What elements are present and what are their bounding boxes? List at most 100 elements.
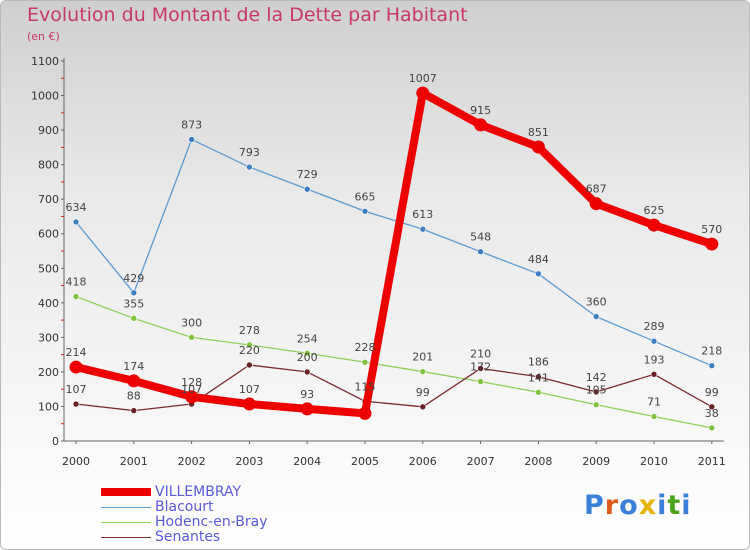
data-point-senantes (72, 400, 80, 408)
data-point-villembray (416, 86, 430, 100)
data-label-blacourt: 634 (66, 201, 87, 214)
x-tick-label: 2006 (409, 455, 437, 468)
data-label-villembray: 128 (181, 376, 202, 389)
data-point-villembray (300, 402, 314, 416)
legend-label-hodenc: Hodenc-en-Bray (155, 514, 268, 530)
data-label-hodenc-en-bray: 105 (586, 384, 607, 397)
series-line-hodenc-en-bray (75, 295, 713, 429)
data-label-villembray: 851 (528, 126, 549, 139)
x-tick-label: 2001 (120, 455, 148, 468)
data-label-hodenc-en-bray: 278 (239, 324, 260, 337)
data-label-hodenc-en-bray: 172 (470, 361, 491, 374)
data-label-senantes: 193 (644, 353, 665, 366)
legend-swatch-blacourt (101, 507, 151, 508)
data-label-villembray: 93 (300, 388, 314, 401)
x-tick-label: 2009 (582, 455, 610, 468)
y-tick-label: 500 (38, 262, 59, 275)
data-label-villembray: 625 (644, 204, 665, 217)
data-point-senantes (650, 371, 658, 378)
legend-label-senantes: Senantes (155, 529, 221, 545)
series-line-blacourt (75, 138, 713, 367)
data-label-senantes: 88 (127, 390, 141, 403)
data-point-senantes (246, 361, 253, 369)
data-label-senantes: 115 (355, 380, 376, 393)
data-label-villembray: 915 (470, 104, 491, 117)
data-label-senantes: 142 (586, 371, 607, 384)
chart-title: Evolution du Montant de la Dette par Hab… (27, 4, 468, 26)
y-tick-label: 0 (52, 435, 59, 448)
data-label-hodenc-en-bray: 254 (297, 332, 318, 345)
data-point-blacourt (535, 270, 542, 278)
legend-label-villembray: VILLEMBRAY (155, 484, 242, 500)
data-label-senantes: 200 (297, 351, 318, 364)
data-point-hodenc-en-bray (72, 293, 80, 300)
data-point-blacourt (72, 218, 80, 226)
logo-letter: i (657, 490, 668, 521)
y-tick-label: 800 (38, 159, 59, 172)
data-point-villembray (358, 406, 372, 420)
chart-data-labels: 634 429 873 793 729 665 613 548 484 360 289 218 418 3… (66, 72, 723, 420)
data-label-blacourt: 613 (412, 208, 433, 221)
data-point-hodenc-en-bray (246, 341, 253, 349)
data-point-blacourt (188, 136, 195, 143)
data-label-senantes: 99 (416, 386, 430, 399)
y-tick-label: 900 (38, 124, 59, 137)
data-label-blacourt: 484 (528, 253, 549, 266)
data-point-blacourt (130, 289, 138, 297)
data-label-blacourt: 289 (644, 320, 665, 333)
data-label-blacourt: 665 (355, 190, 376, 203)
chart-series (69, 86, 719, 432)
series-line-villembray (72, 89, 716, 418)
y-tick-label: 1100 (31, 55, 59, 68)
data-point-senantes (130, 407, 138, 414)
data-point-hodenc-en-bray (303, 349, 311, 357)
data-point-hodenc-en-bray (188, 334, 195, 341)
data-point-villembray (185, 390, 199, 404)
data-label-blacourt: 218 (701, 345, 722, 358)
x-tick-label: 2010 (640, 455, 668, 468)
data-point-villembray (531, 140, 545, 154)
data-point-hodenc-en-bray (419, 368, 427, 375)
logo-letter: x (638, 490, 658, 521)
data-point-villembray (69, 360, 83, 374)
data-label-hodenc-en-bray: 201 (412, 351, 433, 364)
legend-swatch-hodenc (101, 522, 151, 523)
data-label-blacourt: 729 (297, 168, 318, 181)
data-point-blacourt (419, 225, 427, 233)
data-label-villembray: 107 (239, 383, 260, 396)
data-label-blacourt: 360 (586, 296, 607, 309)
data-label-senantes: 107 (181, 383, 202, 396)
data-point-senantes (303, 368, 311, 376)
data-point-hodenc-en-bray (650, 413, 658, 420)
data-label-senantes: 186 (528, 356, 549, 369)
y-tick-label: 300 (38, 331, 59, 344)
data-point-hodenc-en-bray (535, 388, 542, 396)
data-label-villembray: 214 (66, 346, 87, 359)
data-label-hodenc-en-bray: 38 (705, 407, 719, 420)
data-point-villembray (474, 118, 488, 132)
x-tick-label: 2011 (698, 455, 726, 468)
data-point-senantes (477, 365, 484, 372)
data-point-hodenc-en-bray (361, 358, 369, 366)
data-point-blacourt (708, 362, 716, 369)
data-label-villembray: 174 (123, 360, 144, 373)
data-label-senantes: 210 (470, 347, 491, 360)
data-label-hodenc-en-bray: 228 (355, 341, 376, 354)
legend-swatch-senantes (101, 537, 151, 538)
data-label-hodenc-en-bray: 355 (123, 297, 144, 310)
data-label-villembray: 1007 (409, 72, 437, 85)
y-tick-label: 100 (38, 400, 59, 413)
logo-letter: P (584, 490, 605, 521)
data-label-blacourt: 793 (239, 146, 260, 159)
data-point-villembray (589, 197, 603, 211)
data-point-villembray (647, 218, 661, 232)
x-tick-label: 2005 (351, 455, 379, 468)
data-point-blacourt (303, 185, 311, 193)
data-point-hodenc-en-bray (708, 424, 716, 432)
data-label-senantes: 99 (705, 386, 719, 399)
data-point-senantes (419, 403, 427, 411)
legend-label-blacourt: Blacourt (155, 499, 214, 515)
data-label-villembray: 687 (586, 183, 607, 196)
logo-letter: t (667, 490, 682, 521)
